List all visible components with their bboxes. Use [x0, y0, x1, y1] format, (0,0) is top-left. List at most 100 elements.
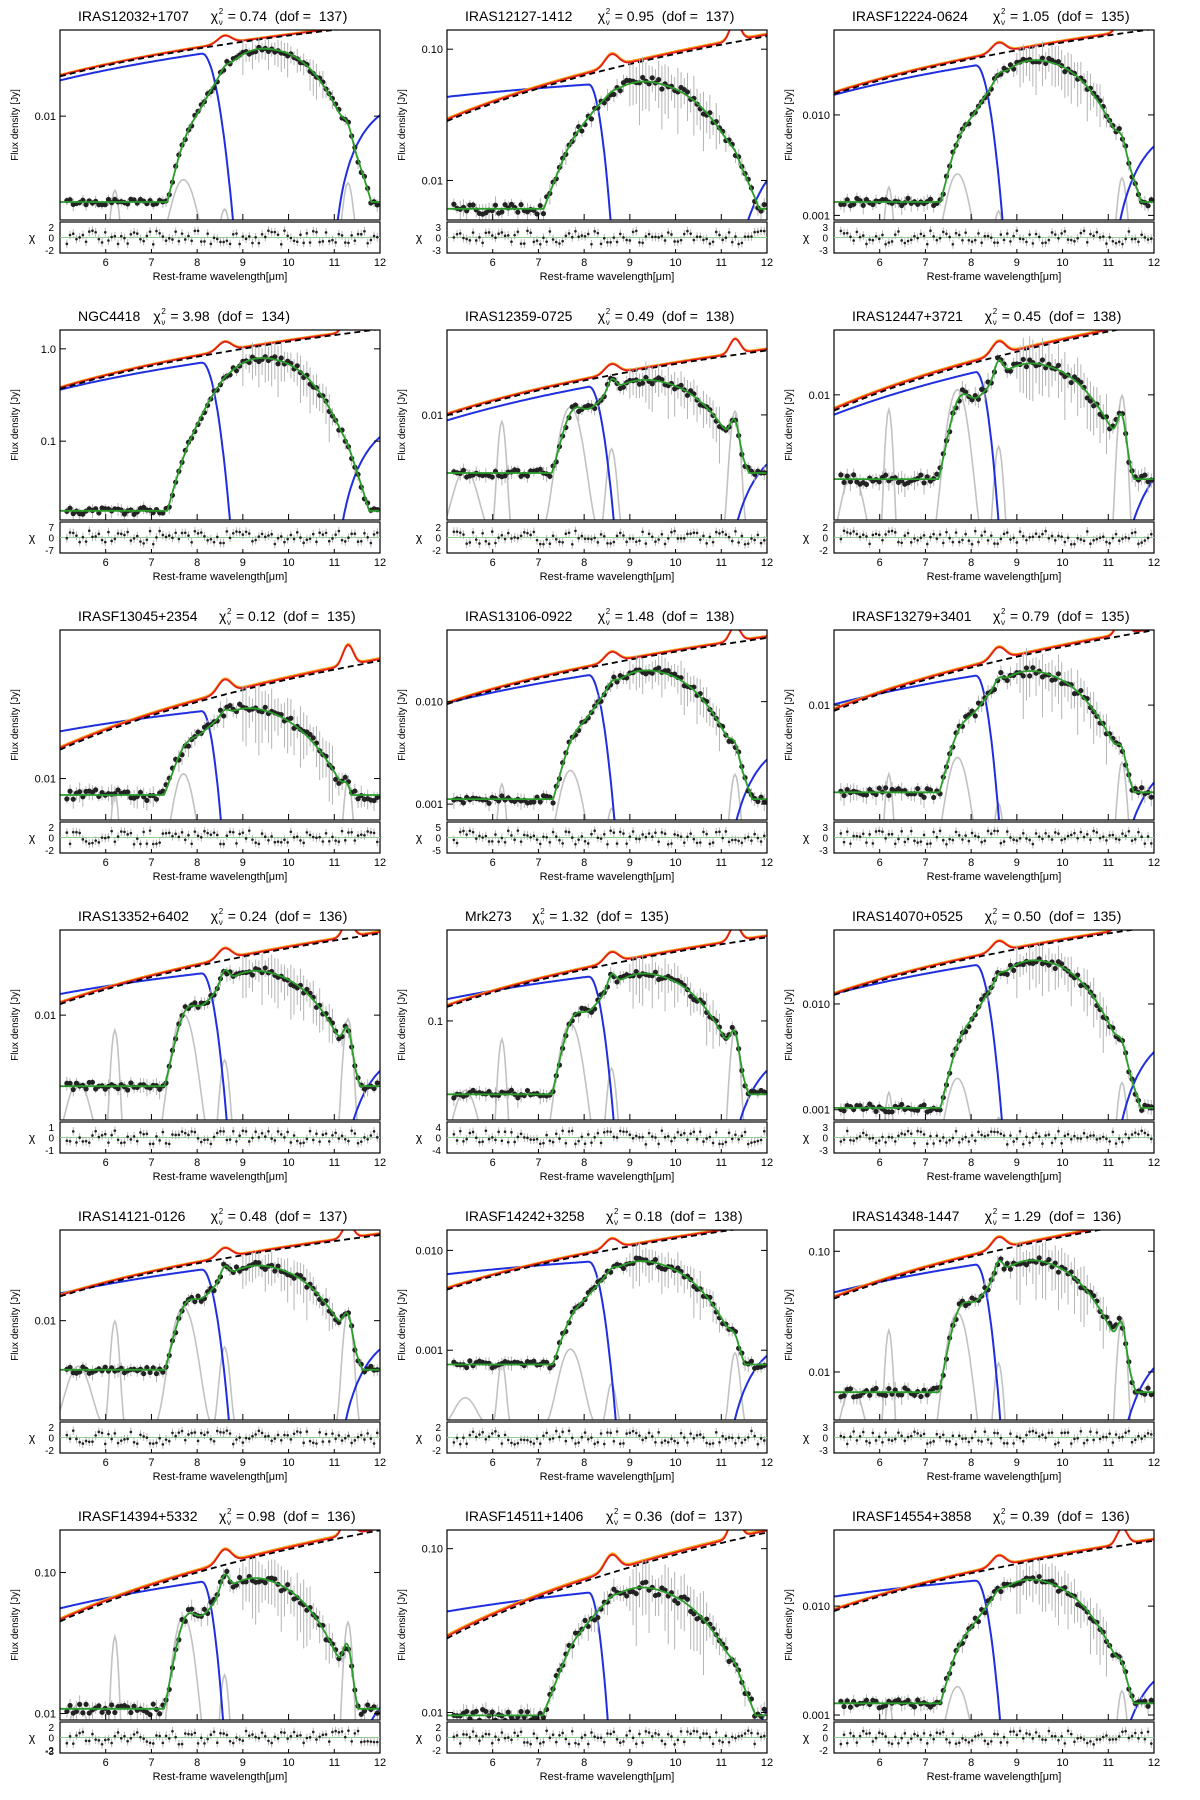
residual-point: [292, 239, 296, 243]
residual-axis-label: χ: [803, 531, 810, 545]
residual-axis-label: χ: [29, 831, 36, 845]
residual-point: [945, 530, 948, 534]
residual-point: [311, 1138, 315, 1142]
residual-point: [644, 542, 648, 545]
data-point: [761, 1089, 767, 1095]
residual-point: [554, 835, 558, 838]
residual-point: [522, 531, 526, 534]
residual-point: [123, 830, 126, 834]
dof-open: (dof =: [275, 8, 311, 24]
residual-point: [881, 233, 884, 237]
residual-point: [235, 530, 238, 533]
residual-point: [695, 841, 699, 845]
residual-point: [474, 1136, 478, 1140]
main-axes-frame: [446, 29, 768, 221]
residual-point: [183, 238, 187, 241]
model-line: [447, 930, 767, 1007]
residual-point: [580, 234, 584, 237]
residual-point: [654, 540, 657, 543]
residual-point: [631, 1136, 635, 1140]
residual-point: [884, 837, 887, 840]
residual-point: [999, 841, 1003, 845]
data-point: [499, 793, 505, 799]
residual-point: [1111, 239, 1115, 243]
residual-point: [618, 232, 622, 236]
equals-sign: =: [615, 8, 623, 24]
dof-close: ): [285, 308, 290, 324]
data-point: [1027, 673, 1033, 679]
residual-point: [187, 833, 190, 837]
residual-point: [599, 242, 603, 246]
residual-point: [1137, 830, 1140, 834]
residual-point: [718, 830, 721, 834]
residual-point: [877, 237, 881, 241]
residual-point: [714, 830, 718, 834]
residual-point: [561, 239, 564, 243]
residual-point: [871, 238, 875, 242]
residual-point: [516, 230, 520, 234]
residual-point: [139, 842, 142, 846]
residual-point: [753, 832, 756, 836]
residual-point: [881, 830, 884, 834]
data-point: [550, 800, 556, 806]
residual-point: [164, 831, 168, 835]
residual-point: [554, 537, 558, 541]
residual-point: [999, 233, 1003, 236]
residual-point: [123, 1141, 126, 1144]
residual-point: [203, 534, 206, 538]
residual-tick-label: 0: [822, 834, 828, 845]
residual-point: [986, 539, 990, 542]
residual-point: [369, 238, 373, 242]
residual-point: [679, 537, 683, 540]
continuum-line: [60, 710, 222, 820]
x-tick-label: 6: [103, 1157, 109, 1169]
residual-point: [711, 240, 715, 244]
residual-point: [522, 833, 526, 837]
residual-point: [94, 839, 97, 842]
chi-symbol: χ: [153, 308, 161, 324]
residual-point: [1028, 535, 1031, 539]
data-point: [531, 799, 537, 805]
residual-point: [500, 1139, 504, 1143]
data-point: [873, 791, 879, 798]
dof-open: (dof =: [662, 8, 698, 24]
residual-point: [935, 537, 939, 540]
residual-point: [641, 241, 644, 245]
residual-point: [606, 842, 609, 846]
residual-point: [698, 538, 702, 541]
residual-point: [251, 540, 254, 543]
squared-superscript: 2: [1001, 607, 1006, 616]
residual-point: [295, 240, 299, 244]
residual-point: [887, 241, 891, 244]
residual-point: [1111, 536, 1115, 540]
residual-point: [142, 830, 145, 834]
residual-point: [135, 232, 139, 235]
residual-point: [522, 1136, 526, 1139]
residual-point: [359, 833, 363, 836]
dof-value: 135: [640, 908, 664, 924]
residual-point: [948, 837, 951, 841]
residual-point: [196, 1137, 200, 1140]
residual-point: [935, 835, 939, 839]
residual-point: [110, 539, 113, 543]
residual-point: [270, 835, 273, 838]
y-tick-label: 0.01: [35, 1010, 56, 1022]
residual-point: [638, 837, 641, 841]
data-point: [1148, 197, 1154, 203]
residual-point: [893, 531, 897, 534]
continuum-line: [447, 674, 767, 820]
residual-point: [586, 1133, 590, 1136]
residual-point: [283, 540, 286, 544]
residual-point: [103, 540, 107, 544]
residual-tick-label: 0: [435, 234, 441, 245]
residual-point: [746, 542, 750, 545]
data-point: [688, 993, 694, 999]
data-point: [755, 798, 761, 805]
residual-point: [996, 241, 999, 244]
residual-point: [657, 840, 660, 844]
residual-point: [158, 529, 161, 533]
residual-point: [145, 1132, 149, 1136]
main-axes-frame: [59, 929, 381, 1121]
dashed-model-line: [834, 30, 1153, 95]
